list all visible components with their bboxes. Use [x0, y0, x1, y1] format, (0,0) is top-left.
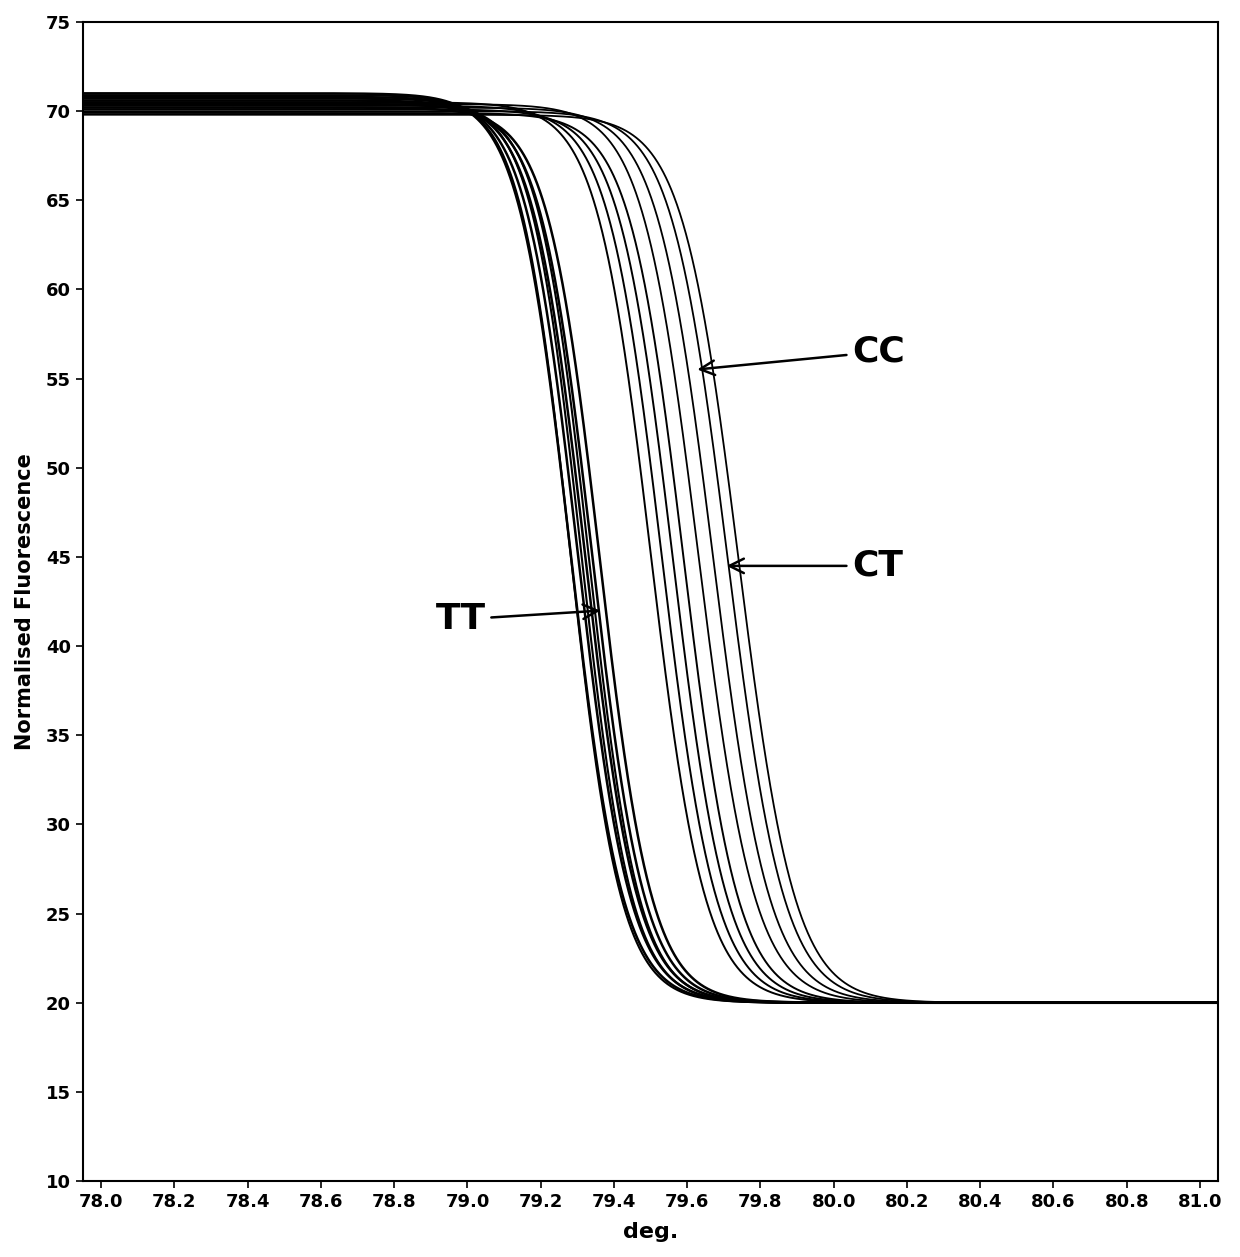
X-axis label: deg.: deg.: [622, 1222, 678, 1242]
Text: CT: CT: [729, 549, 903, 583]
Y-axis label: Normalised Fluorescence: Normalised Fluorescence: [15, 453, 35, 750]
Text: TT: TT: [435, 602, 598, 636]
Text: CC: CC: [701, 334, 905, 375]
